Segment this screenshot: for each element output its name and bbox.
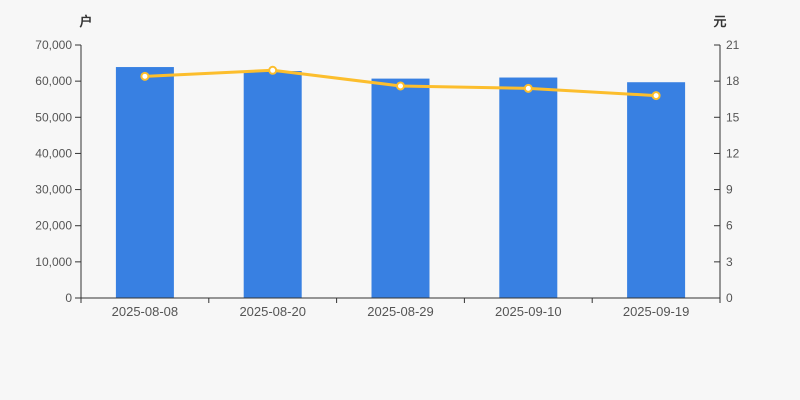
y-axis-right-label: 9	[726, 183, 733, 197]
line-point[interactable]	[396, 81, 405, 91]
bar[interactable]	[371, 78, 430, 298]
x-axis-category-label: 2025-08-08	[112, 304, 179, 319]
bar[interactable]	[499, 77, 558, 299]
line-point[interactable]	[651, 91, 661, 101]
y-axis-left-label: 40,000	[35, 146, 72, 160]
y-axis-right-label: 15	[726, 110, 740, 124]
x-axis-category-label: 2025-09-19	[623, 304, 690, 319]
y-axis-right-label: 12	[726, 146, 740, 160]
x-axis-category-label: 2025-09-10	[495, 304, 562, 319]
line-point[interactable]	[140, 71, 150, 81]
line-point[interactable]	[268, 65, 278, 75]
y-axis-left-label: 30,000	[35, 183, 72, 197]
y-axis-right-label: 21	[726, 38, 740, 52]
y-axis-right-label: 6	[726, 219, 733, 233]
y-axis-right-label: 0	[726, 291, 733, 305]
bar[interactable]	[115, 67, 174, 298]
y-axis-left-label: 60,000	[35, 74, 72, 88]
y-axis-left-label: 20,000	[35, 219, 72, 233]
bar[interactable]	[627, 82, 686, 298]
x-axis-category-label: 2025-08-29	[367, 304, 434, 319]
y-axis-right-label: 18	[726, 74, 740, 88]
x-axis-category-label: 2025-08-20	[239, 304, 306, 319]
y-axis-left-label: 0	[65, 291, 72, 305]
left-axis-title: 户	[79, 14, 93, 29]
y-axis-left-label: 70,000	[35, 38, 72, 52]
y-axis-right-label: 3	[726, 255, 733, 269]
line-point[interactable]	[523, 83, 533, 93]
y-axis-left-label: 10,000	[35, 255, 72, 269]
y-axis-left-label: 50,000	[35, 110, 72, 124]
bar[interactable]	[243, 71, 302, 298]
right-axis-title: 元	[713, 14, 727, 29]
